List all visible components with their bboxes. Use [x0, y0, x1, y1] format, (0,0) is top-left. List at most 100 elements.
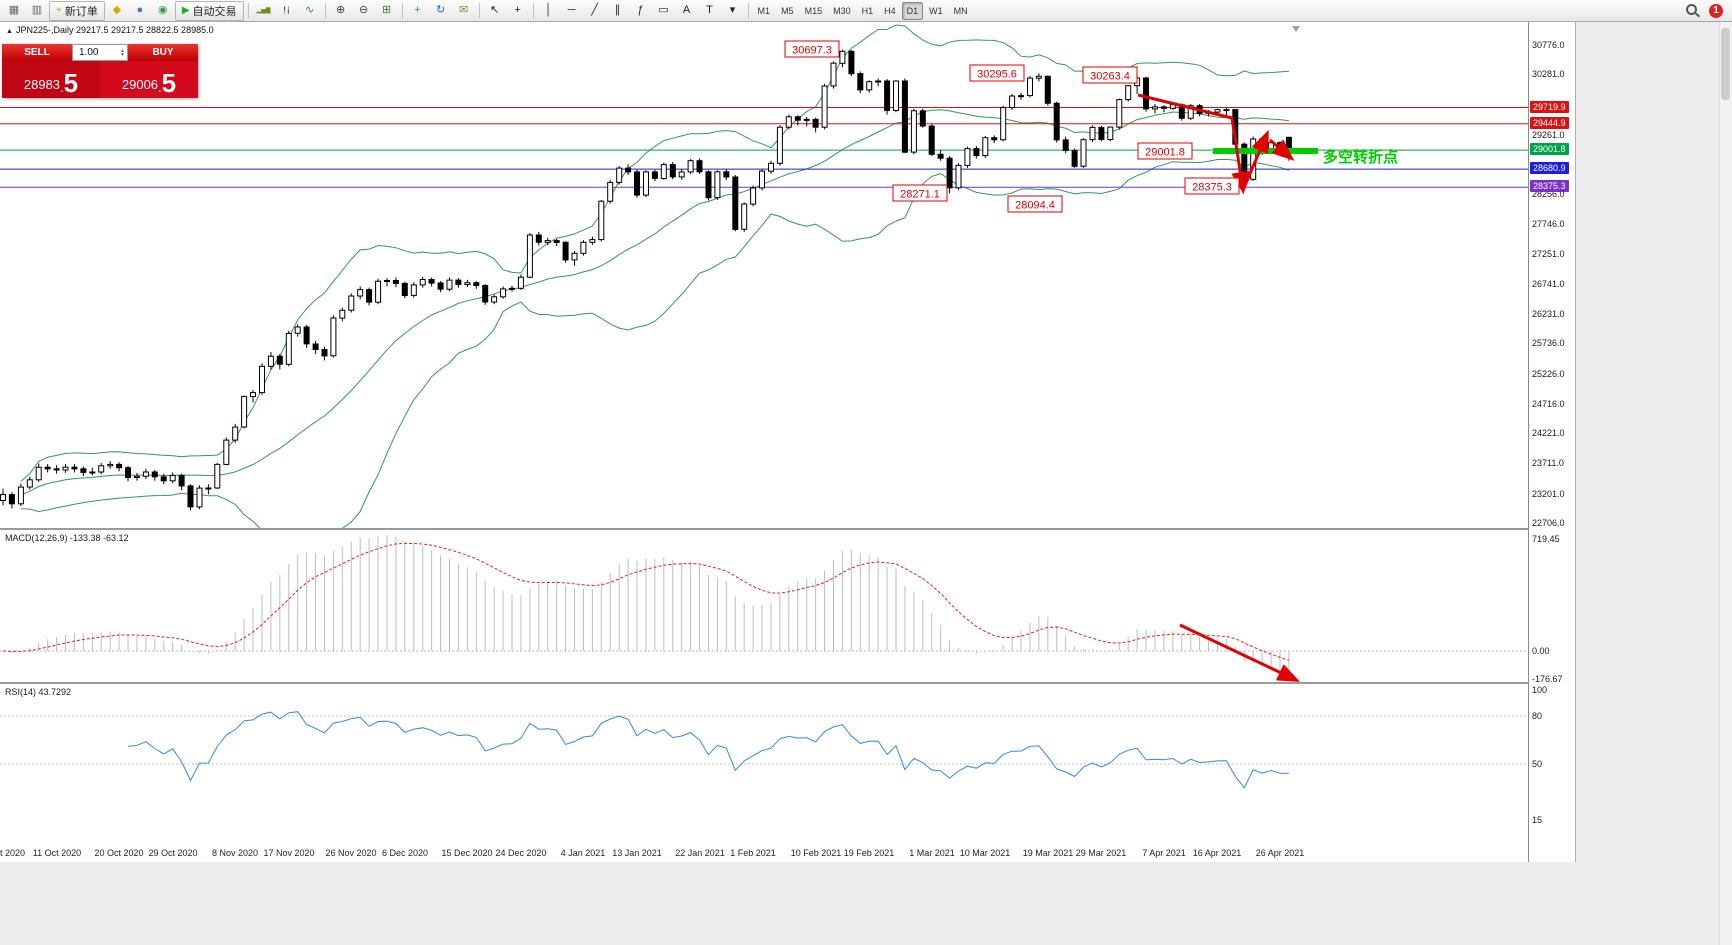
stepper-up-icon[interactable]: ▲ [120, 47, 125, 54]
timeframe-d1[interactable]: D1 [901, 1, 924, 20]
metaeditor-icon[interactable]: ◆ [112, 4, 122, 16]
algo-icon[interactable]: ● [136, 4, 144, 16]
new-order-button-label: 新订单 [64, 5, 98, 18]
date-label: 7 Apr 2021 [1142, 848, 1186, 858]
timeframe-w1[interactable]: W1 [929, 5, 943, 16]
tile-windows-icon[interactable]: ⊞ [381, 4, 392, 16]
toolbar-separator [747, 3, 749, 18]
toolbar-separator [401, 3, 403, 18]
price-callout[interactable]: 30697.3 [784, 40, 840, 58]
sell-button[interactable]: SELL [2, 44, 72, 61]
crosshair-icon[interactable]: + [514, 4, 521, 16]
timeframe-mn[interactable]: MN [953, 5, 968, 16]
timeframe-m15[interactable]: M15 [804, 5, 823, 16]
timeframe-h1[interactable]: H1 [861, 5, 874, 16]
price-tick: 30776.0 [1532, 40, 1565, 50]
indicators-icon[interactable]: + [414, 4, 421, 16]
macd-axis-label: 0.00 [1532, 646, 1550, 656]
macd-trend-arrow[interactable] [1179, 623, 1301, 682]
price-callout[interactable]: 29001.8 [1137, 142, 1193, 160]
price-tick: 25736.0 [1532, 338, 1565, 348]
vertical-scrollbar[interactable] [1719, 22, 1732, 945]
hline-icon[interactable]: ─ [567, 4, 576, 16]
symbol-collapse-icon[interactable]: ▲ [6, 28, 13, 35]
price-line-tag: 29001.8 [1530, 143, 1569, 155]
cursor-icon[interactable]: ↖ [489, 4, 500, 16]
mail-icon[interactable]: ✉ [458, 4, 469, 16]
panel-separator[interactable] [0, 682, 1575, 684]
cycle-icon[interactable]: ↻ [435, 4, 446, 16]
shapes-icon[interactable]: ▭ [658, 4, 669, 16]
price-callout[interactable]: 28271.1 [892, 184, 948, 202]
rsi-canvas[interactable] [0, 684, 1528, 844]
buy-button[interactable]: BUY [128, 44, 198, 61]
panel-separator[interactable] [0, 528, 1575, 530]
trend-arrow[interactable] [1137, 93, 1250, 195]
new-chart-icon[interactable]: ▦ [8, 4, 20, 16]
arrows-icon[interactable]: ▾ [729, 4, 736, 16]
price-tick: 22706.0 [1532, 518, 1565, 528]
timeframe-m1[interactable]: M1 [757, 5, 771, 16]
zoom-in-icon[interactable]: ⊕ [335, 4, 346, 16]
zoom-out-icon[interactable]: ⊖ [358, 4, 369, 16]
price-tick: 25226.0 [1532, 369, 1565, 379]
candlestick-icon[interactable]: ╿╽ [282, 7, 291, 14]
date-label: 10 Feb 2021 [790, 848, 842, 858]
channel-icon[interactable]: ∥ [614, 4, 621, 16]
trendline-icon[interactable]: ╱ [591, 4, 598, 16]
profiles-icon[interactable]: ▥ [31, 4, 43, 16]
date-label: 26 Nov 2020 [325, 848, 377, 858]
price-tick: 26741.0 [1532, 279, 1565, 289]
date-label: 19 Feb 2021 [843, 848, 895, 858]
bar-chart-icon[interactable]: ▂▅▇ [256, 7, 271, 14]
price-callout[interactable]: 30263.4 [1082, 66, 1138, 84]
turning-point-label: 多空转折点 [1323, 148, 1398, 166]
scrollbar-thumb[interactable] [1721, 28, 1730, 100]
market-icon[interactable]: ◉ [158, 4, 168, 16]
time-axis[interactable]: 2 Oct 2020 11 Oct 2020 20 Oct 2020 29 Oct 2… [0, 844, 1575, 862]
trend-arrow[interactable] [1241, 129, 1269, 191]
volume-stepper[interactable]: ▲ ▼ [120, 47, 127, 58]
sell-price-frac: 5 [63, 68, 79, 98]
price-line-tag: 28680.9 [1530, 162, 1569, 174]
date-label: 29 Mar 2021 [1075, 848, 1127, 858]
timeframe-h4[interactable]: H4 [884, 5, 896, 16]
price-tick: 27251.0 [1532, 249, 1565, 259]
trend-arrow[interactable] [1269, 138, 1295, 161]
price-callout[interactable]: 28094.4 [1007, 195, 1063, 213]
price-axis[interactable]: 30776.0 30281.0 29261.0 28256.0 27746.0 27251… [1528, 22, 1575, 862]
new-order-button[interactable]: + 新订单 [49, 0, 105, 21]
bollinger-bands [20, 24, 1290, 528]
price-line-tag: 28375.3 [1530, 180, 1569, 192]
sell-price[interactable]: 28983. 5 [2, 61, 100, 98]
date-label: 1 Mar 2021 [909, 848, 955, 858]
macd-axis-label: -176.67 [1532, 674, 1563, 684]
notification-badge[interactable]: 1 [1709, 3, 1723, 18]
text-icon[interactable]: A [682, 4, 691, 16]
label-icon[interactable]: T [706, 4, 713, 16]
stepper-down-icon[interactable]: ▼ [120, 51, 125, 58]
price-callout[interactable]: 28375.3 [1184, 177, 1240, 195]
price-tick: 23201.0 [1532, 489, 1565, 499]
timeframe-m30[interactable]: M30 [833, 5, 851, 16]
line-chart-icon[interactable]: ∿ [304, 4, 315, 16]
volume-value[interactable]: 1.00 [79, 47, 99, 58]
price-chart-canvas[interactable]: 多空转折点 30697.3 30295.6 30263.4 29001.8 28271.1… [0, 22, 1528, 528]
vline-icon[interactable]: │ [545, 4, 552, 16]
sell-price-main: 28983 [23, 77, 61, 92]
price-callout[interactable]: 30295.6 [969, 64, 1025, 82]
svg-text:28271.1: 28271.1 [900, 189, 940, 201]
svg-text:30697.3: 30697.3 [792, 45, 832, 57]
date-label: 15 Dec 2020 [441, 848, 493, 858]
chart-shift-marker[interactable] [1292, 26, 1300, 32]
search-icon[interactable] [1685, 3, 1700, 18]
macd-canvas[interactable] [0, 530, 1528, 682]
date-label: 22 Jan 2021 [675, 848, 725, 858]
fibonacci-icon[interactable]: ƒ [637, 4, 644, 16]
volume-input[interactable]: 1.00 ▲ ▼ [72, 44, 128, 61]
buy-price[interactable]: 29006. 5 [100, 61, 198, 98]
timeframe-m5[interactable]: M5 [781, 5, 794, 16]
rsi-axis-label: 80 [1532, 711, 1543, 721]
date-label: 8 Nov 2020 [211, 848, 259, 858]
autotrading-button[interactable]: ▶ 自动交易 [174, 0, 244, 21]
